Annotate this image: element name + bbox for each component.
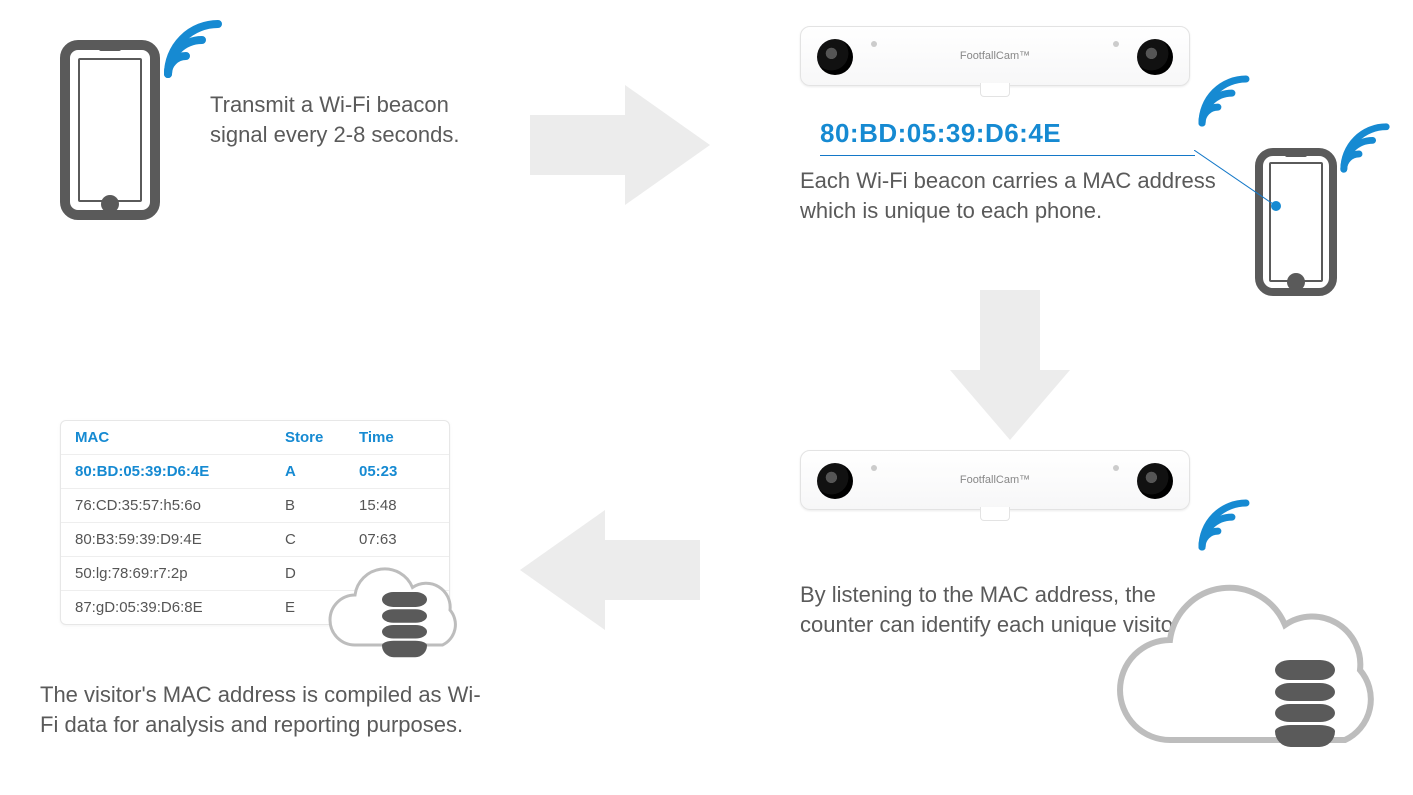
wifi-icon: [160, 16, 226, 82]
table-cell: 50:lg:78:69:r7:2p: [75, 565, 275, 582]
table-cell: B: [275, 497, 355, 514]
flow-arrow-left-icon: [520, 505, 700, 635]
step1-phone: [60, 40, 160, 220]
table-header: MACStoreTime: [61, 421, 449, 454]
callout-line: [1194, 150, 1294, 225]
table-cell: 80:BD:05:39:D6:4E: [75, 463, 275, 480]
step2-device: FootfallCam™: [800, 26, 1190, 86]
wifi-icon: [1337, 120, 1393, 176]
flow-arrow-down-icon: [945, 290, 1075, 440]
table-row: 76:CD:35:57:h5:6oB15:48: [61, 488, 449, 522]
table-row: 80:B3:59:39:D9:4EC07:63: [61, 522, 449, 556]
table-cell: 07:63: [355, 531, 435, 548]
flow-arrow-right-icon: [530, 80, 710, 210]
cloud-database-icon: [1100, 580, 1400, 785]
table-cell: 87:gD:05:39:D6:8E: [75, 599, 275, 616]
table-col-header: MAC: [75, 429, 275, 446]
table-col-header: Time: [355, 429, 435, 446]
table-col-header: Store: [275, 429, 355, 446]
mac-address-label: 80:BD:05:39:D6:4E: [820, 118, 1195, 149]
table-cell: 05:23: [355, 463, 435, 480]
table-cell: 80:B3:59:39:D9:4E: [75, 531, 275, 548]
step4-description: The visitor's MAC address is compiled as…: [40, 680, 490, 739]
table-cell: C: [275, 531, 355, 548]
table-cell: 76:CD:35:57:h5:6o: [75, 497, 275, 514]
device-brand-label: FootfallCam™: [960, 50, 1030, 62]
wifi-icon: [1195, 496, 1253, 554]
step3-device: FootfallCam™: [800, 450, 1190, 510]
cloud-database-icon: [320, 560, 470, 675]
wifi-icon: [1195, 72, 1253, 130]
table-cell: A: [275, 463, 355, 480]
step1-description: Transmit a Wi-Fi beacon signal every 2-8…: [210, 90, 490, 149]
step2-description: Each Wi-Fi beacon carries a MAC address …: [800, 166, 1220, 225]
device-brand-label: FootfallCam™: [960, 474, 1030, 486]
table-row: 80:BD:05:39:D6:4EA05:23: [61, 454, 449, 488]
table-cell: 15:48: [355, 497, 435, 514]
